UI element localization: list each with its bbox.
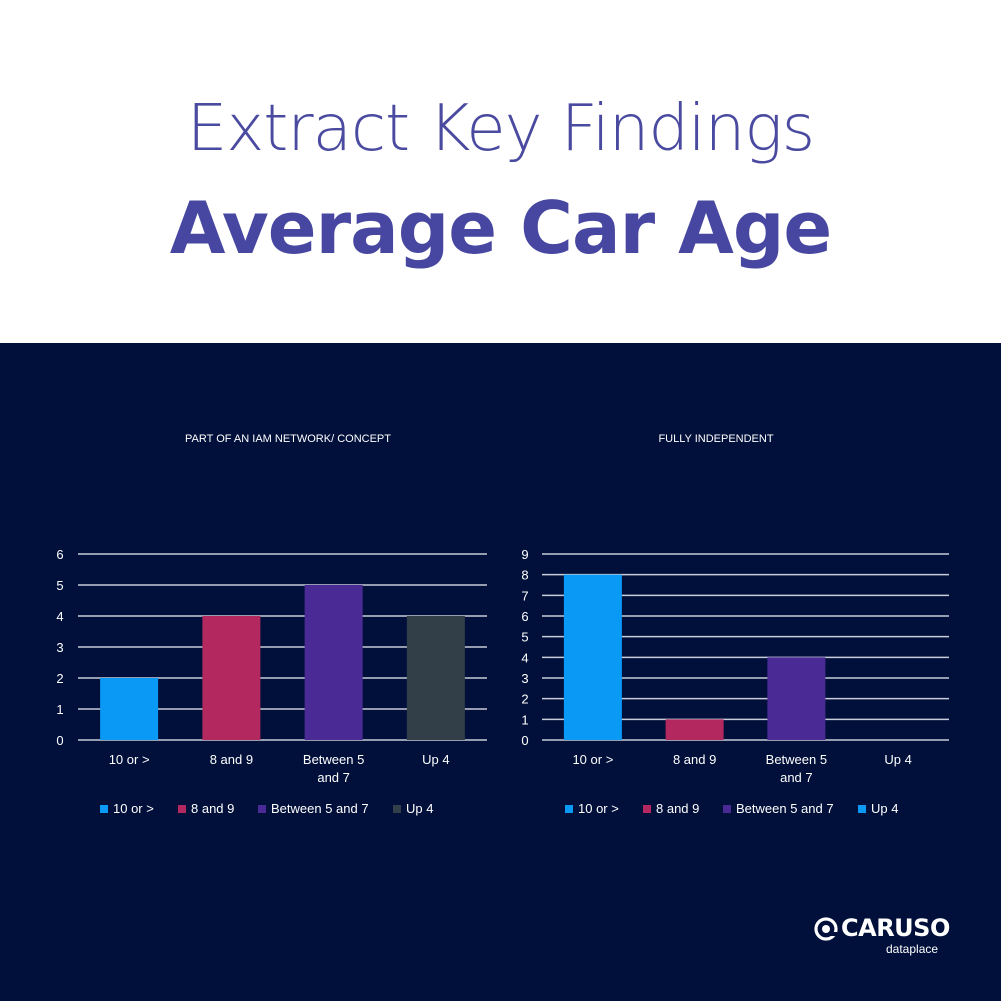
legend-swatch xyxy=(643,805,651,813)
subheadline: Average Car Age xyxy=(169,186,833,270)
x-tick-label: and 7 xyxy=(780,770,813,785)
caruso-logo: CARUSO dataplace xyxy=(814,914,954,958)
y-tick-label: 4 xyxy=(521,650,528,665)
y-tick-label: 0 xyxy=(56,733,63,748)
legend-label: 10 or > xyxy=(113,801,154,816)
legend-swatch xyxy=(100,805,108,813)
bar xyxy=(767,657,826,740)
headline: Extract Key Findings xyxy=(186,92,815,166)
x-tick-label: 8 and 9 xyxy=(673,752,716,767)
y-tick-label: 3 xyxy=(56,640,63,655)
y-tick-label: 9 xyxy=(521,547,528,562)
legend-label: Between 5 and 7 xyxy=(271,801,369,816)
legend-label: 8 and 9 xyxy=(656,801,699,816)
chart-right: FULLY INDEPENDENT 0 1 2 3 4 5 6 7 8 9 10 or > 8 and … xyxy=(521,433,949,816)
y-tick-label: 6 xyxy=(56,547,63,562)
legend-label: 8 and 9 xyxy=(191,801,234,816)
legend-swatch xyxy=(723,805,731,813)
legend-label: Between 5 and 7 xyxy=(736,801,834,816)
y-tick-label: 0 xyxy=(521,733,528,748)
legend-swatch xyxy=(258,805,266,813)
logo-tagline: dataplace xyxy=(886,942,939,956)
y-tick-label: 2 xyxy=(56,671,63,686)
y-tick-label: 6 xyxy=(521,609,528,624)
x-tick-label: 8 and 9 xyxy=(210,752,253,767)
chart-title: FULLY INDEPENDENT xyxy=(658,433,773,445)
x-tick-label: 10 or > xyxy=(572,752,613,767)
bar xyxy=(304,585,363,740)
y-tick-label: 5 xyxy=(521,630,528,645)
y-tick-label: 3 xyxy=(521,671,528,686)
x-tick-label: 10 or > xyxy=(109,752,150,767)
x-tick-label: Up 4 xyxy=(884,752,911,767)
bar xyxy=(406,616,465,740)
legend-swatch xyxy=(565,805,573,813)
bar xyxy=(100,678,159,740)
x-tick-label: and 7 xyxy=(317,770,350,785)
bar xyxy=(665,719,724,740)
y-tick-label: 5 xyxy=(56,578,63,593)
legend-swatch xyxy=(178,805,186,813)
y-tick-label: 2 xyxy=(521,692,528,707)
y-tick-label: 7 xyxy=(521,588,528,603)
y-tick-label: 1 xyxy=(521,712,528,727)
legend-swatch xyxy=(858,805,866,813)
caruso-logo-icon xyxy=(814,917,838,941)
legend-swatch xyxy=(393,805,401,813)
x-tick-label: Between 5 xyxy=(766,752,827,767)
legend-label: Up 4 xyxy=(406,801,433,816)
chart-left: PART OF AN IAM NETWORK/ CONCEPT 0 1 2 3 4 5 6 10… xyxy=(56,433,487,816)
legend-label: 10 or > xyxy=(578,801,619,816)
chart-panel: PART OF AN IAM NETWORK/ CONCEPT 0 1 2 3 4 5 6 10… xyxy=(0,343,1001,1001)
bar xyxy=(563,574,622,740)
x-tick-label: Up 4 xyxy=(422,752,449,767)
legend-label: Up 4 xyxy=(871,801,898,816)
y-tick-label: 1 xyxy=(56,702,63,717)
header: Extract Key Findings Average Car Age xyxy=(0,0,1001,343)
bar xyxy=(202,616,261,740)
x-tick-label: Between 5 xyxy=(303,752,364,767)
logo-name: CARUSO xyxy=(841,914,950,942)
y-tick-label: 8 xyxy=(521,568,528,583)
y-tick-label: 4 xyxy=(56,609,63,624)
chart-title: PART OF AN IAM NETWORK/ CONCEPT xyxy=(185,433,391,445)
